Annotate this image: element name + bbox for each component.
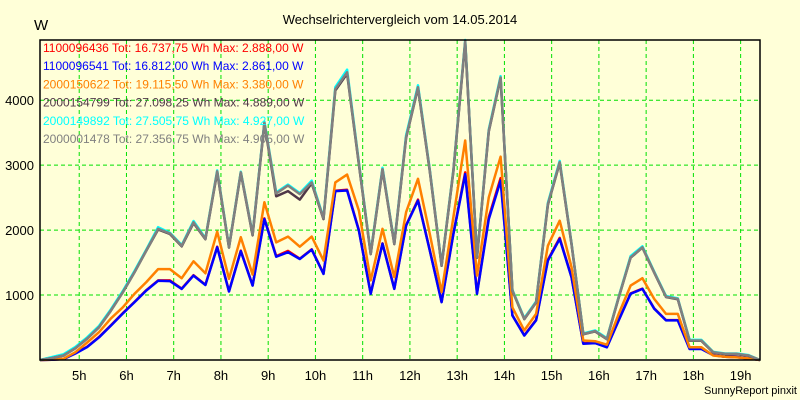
series-line-2000001478 [39, 40, 761, 362]
legend-entry: 1100096541 Tot: 16.812,00 Wh Max: 2.861,… [43, 59, 304, 73]
x-tick-label: 14h [494, 368, 516, 383]
legend-entry: 1100096436 Tot: 16.737,75 Wh Max: 2.888,… [43, 41, 304, 55]
legend: 1100096436 Tot: 16.737,75 Wh Max: 2.888,… [43, 41, 305, 146]
y-tick-labels: 1000 2000 3000 4000 [5, 93, 34, 303]
x-tick-label: 9h [261, 368, 275, 383]
chart-title: Wechselrichtervergleich vom 14.05.2014 [283, 12, 518, 27]
x-tick-label: 11h [352, 368, 373, 383]
x-tick-label: 12h [399, 368, 421, 383]
x-tick-label: 8h [214, 368, 228, 383]
legend-entry: 2000001478 Tot: 27.356,75 Wh Max: 4.905,… [43, 132, 305, 146]
y-axis-label: W [34, 17, 49, 34]
x-tick-label: 6h [119, 368, 133, 383]
legend-entry: 2000149892 Tot: 27.505,75 Wh Max: 4.927,… [43, 114, 305, 128]
legend-entry: 2000154799 Tot: 27.098,25 Wh Max: 4.889,… [43, 96, 305, 110]
y-tick-label: 3000 [5, 158, 34, 173]
y-tick-label: 2000 [5, 223, 34, 238]
y-tick-label: 4000 [5, 93, 34, 108]
x-tick-label: 13h [446, 368, 468, 383]
legend-entry: 2000150622 Tot: 19.115,50 Wh Max: 3.380,… [43, 77, 304, 91]
credit-text: SunnyReport pinxit [704, 385, 797, 397]
series-line-2000150622 [39, 139, 761, 362]
x-tick-labels: 5h 6h 7h 8h 9h 10h 11h 12h 13h 14h 15h 16h 17h 18h 19h [72, 368, 752, 383]
x-tick-label: 7h [166, 368, 180, 383]
plot-frame [39, 39, 761, 361]
x-tick-label: 10h [305, 368, 327, 383]
series-lines [39, 38, 761, 362]
x-tick-label: 16h [588, 368, 610, 383]
series-line-1100096541 [39, 172, 761, 362]
x-tick-label: 5h [72, 368, 86, 383]
x-tick-label: 19h [730, 368, 752, 383]
x-tick-label: 18h [683, 368, 705, 383]
x-tick-label: 17h [635, 368, 657, 383]
grid [40, 40, 760, 360]
x-tick-label: 15h [541, 368, 563, 383]
y-tick-label: 1000 [5, 288, 34, 303]
